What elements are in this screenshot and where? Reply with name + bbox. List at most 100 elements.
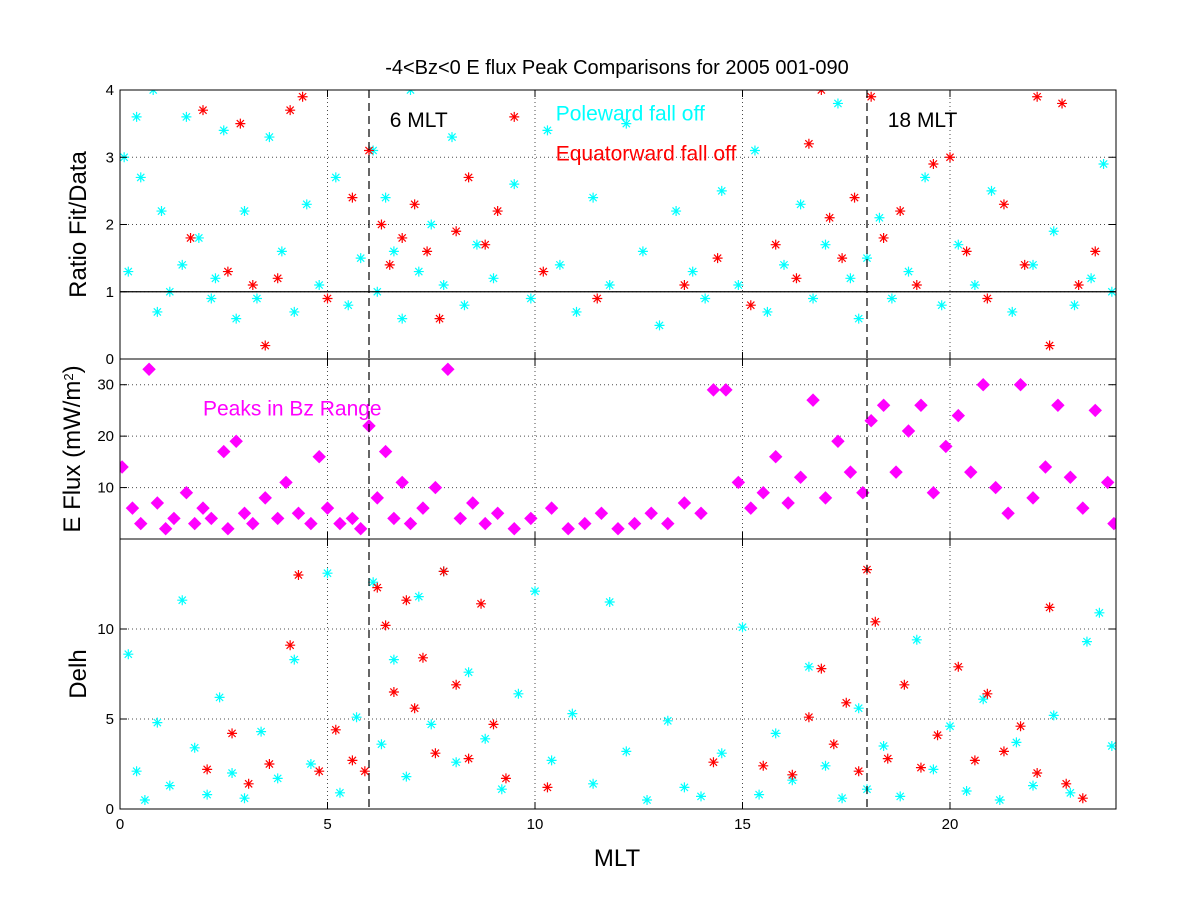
data-point-asterisk (417, 652, 428, 663)
data-point-asterisk (496, 784, 507, 795)
data-point-diamond (951, 408, 966, 423)
y-axis-label-suffix: ) (59, 365, 86, 373)
series-group (120, 90, 1116, 351)
data-point-diamond (661, 516, 675, 531)
data-point-asterisk (787, 775, 798, 786)
data-point-asterisk (388, 246, 399, 257)
data-point-diamond (490, 506, 505, 520)
data-point-asterisk (139, 795, 150, 805)
data-point-asterisk (845, 273, 856, 284)
data-point-diamond (291, 506, 306, 520)
y-tick-label: 30 (97, 377, 114, 394)
data-point-asterisk (1077, 793, 1088, 804)
data-point-asterisk (471, 239, 482, 250)
data-point-diamond (1076, 501, 1090, 515)
data-point-asterisk (621, 118, 632, 129)
data-point-asterisk (380, 192, 391, 203)
data-point-asterisk (447, 132, 457, 143)
data-point-asterisk (388, 687, 399, 697)
data-point-asterisk (770, 728, 781, 739)
data-point-asterisk (982, 688, 993, 699)
data-point-asterisk (1048, 226, 1059, 237)
panel-top: 0 1 2 3 4 Ratio Fit/Data 6 MLT 18 MLT Poleward f… (65, 82, 1117, 368)
data-point-asterisk (592, 293, 603, 304)
data-point-diamond (988, 480, 1003, 495)
data-point-asterisk (206, 293, 217, 304)
y-tick-label: 0 (106, 351, 114, 368)
axes-frame (119, 538, 1117, 810)
data-point-asterisk (314, 766, 325, 777)
data-point-asterisk (397, 313, 408, 324)
data-point-asterisk (571, 306, 582, 317)
data-point-diamond (768, 450, 783, 464)
data-point-asterisk (953, 661, 964, 672)
y-axis-label: Ratio Fit/Data (65, 150, 92, 297)
data-point-asterisk (700, 293, 711, 304)
data-point-asterisk (152, 717, 163, 728)
data-point-asterisk (198, 105, 208, 116)
data-point-diamond (246, 516, 260, 531)
data-point-asterisk (696, 791, 706, 802)
data-point-asterisk (899, 679, 910, 690)
data-point-asterisk (409, 199, 420, 210)
data-point-asterisk (542, 125, 553, 136)
data-point-asterisk (882, 753, 893, 764)
data-point-asterisk (1028, 780, 1038, 791)
data-point-asterisk (737, 622, 748, 633)
annotation-label: Peaks in Bz Range (203, 398, 382, 421)
data-point-asterisk (928, 158, 939, 169)
data-point-asterisk (368, 577, 379, 588)
data-point-asterisk (388, 654, 399, 665)
data-point-asterisk (438, 280, 449, 291)
data-point-asterisk (911, 634, 922, 645)
data-point-asterisk (687, 266, 698, 277)
data-point-asterisk (214, 692, 225, 703)
x-tick-label: 0 (116, 816, 124, 833)
data-point-asterisk (841, 697, 852, 708)
data-point-asterisk (231, 313, 242, 324)
data-point-asterisk (123, 266, 134, 277)
data-point-asterisk (787, 769, 798, 780)
data-point-asterisk (1044, 602, 1055, 613)
data-point-diamond (403, 516, 418, 531)
y-tick-label: 10 (97, 621, 114, 638)
data-point-asterisk (513, 688, 524, 699)
data-point-asterisk (1019, 259, 1030, 270)
data-point-asterisk (671, 206, 682, 217)
data-point-diamond (694, 506, 708, 520)
data-point-asterisk (438, 566, 449, 577)
data-point-asterisk (459, 300, 470, 311)
data-point-diamond (428, 480, 443, 495)
data-point-asterisk (1069, 300, 1080, 311)
data-point-asterisk (911, 280, 922, 291)
data-point-asterisk (355, 253, 366, 264)
data-point-diamond (818, 491, 833, 505)
data-point-asterisk (293, 570, 304, 580)
data-point-asterisk (708, 757, 719, 768)
data-point-diamond (150, 496, 165, 510)
x-tick-label: 15 (734, 816, 751, 833)
data-point-asterisk (795, 199, 806, 210)
data-point-diamond (1013, 378, 1028, 392)
data-point-diamond (627, 516, 642, 531)
data-point-asterisk (803, 661, 814, 672)
data-point-diamond (976, 378, 990, 392)
data-point-diamond (876, 398, 891, 412)
data-point-asterisk (451, 757, 462, 768)
data-point-diamond (781, 496, 795, 510)
data-point-asterisk (998, 746, 1009, 757)
data-point-diamond (217, 444, 231, 459)
data-point-asterisk (177, 595, 188, 606)
data-point-asterisk (347, 192, 358, 203)
data-point-asterisk (480, 239, 491, 250)
data-point-asterisk (426, 219, 437, 230)
data-point-diamond (706, 383, 721, 397)
data-point-diamond (237, 506, 252, 520)
data-point-asterisk (803, 138, 814, 149)
data-point-asterisk (978, 694, 989, 705)
data-point-diamond (644, 506, 658, 520)
data-point-asterisk (297, 91, 308, 102)
series-group (120, 362, 1116, 536)
data-point-asterisk (779, 259, 789, 270)
data-point-asterisk (243, 778, 254, 789)
